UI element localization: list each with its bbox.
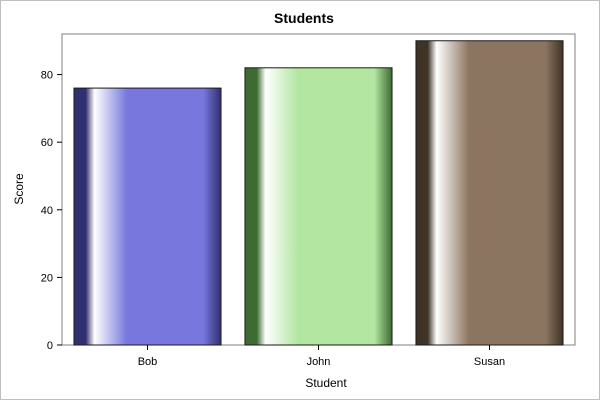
y-tick-label: 60 (41, 137, 53, 149)
x-tick-label: Susan (474, 356, 505, 368)
bar-susan (415, 40, 564, 346)
x-tick-label: Bob (138, 356, 158, 368)
x-axis-title: Student (305, 376, 347, 390)
bar-john (244, 67, 393, 346)
y-axis-title: Score (12, 173, 26, 205)
plot-area: 0 20 40 60 80 Bob John Susan (41, 33, 576, 368)
y-tick-label: 20 (41, 272, 53, 284)
x-tick-label: John (307, 356, 331, 368)
bar-bob (73, 87, 222, 346)
chart-title: Students (274, 10, 334, 26)
y-tick-label: 40 (41, 205, 53, 217)
y-tick-label: 0 (47, 340, 53, 352)
y-tick-label: 80 (41, 70, 53, 82)
